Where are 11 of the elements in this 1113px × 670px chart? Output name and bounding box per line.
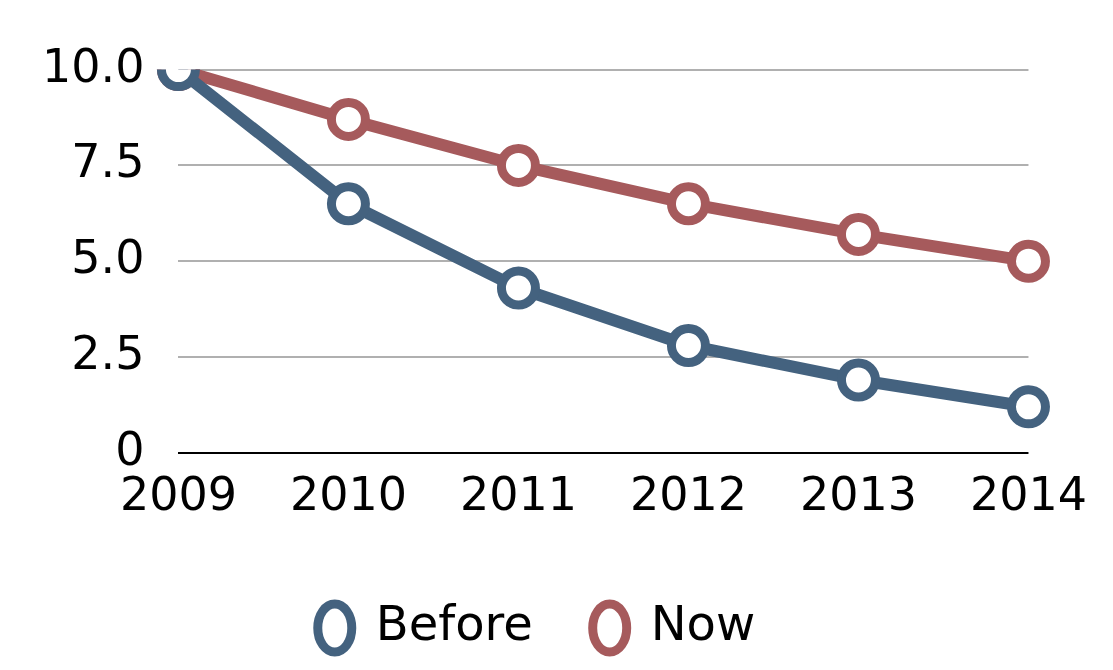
- y-tick-label: 7.5: [71, 134, 145, 189]
- legend-label: Now: [650, 595, 756, 652]
- x-tick-label: 2010: [289, 467, 407, 522]
- y-tick-label: 2.5: [71, 325, 145, 380]
- y-tick-label: 5.0: [71, 230, 145, 285]
- legend-label: Before: [375, 595, 533, 652]
- y-tick-label: 10.0: [42, 38, 145, 93]
- x-tick-label: 2013: [799, 467, 917, 522]
- x-tick-label: 2011: [459, 467, 577, 522]
- x-tick-label: 2014: [969, 467, 1088, 522]
- x-tick-label: 2012: [629, 467, 747, 522]
